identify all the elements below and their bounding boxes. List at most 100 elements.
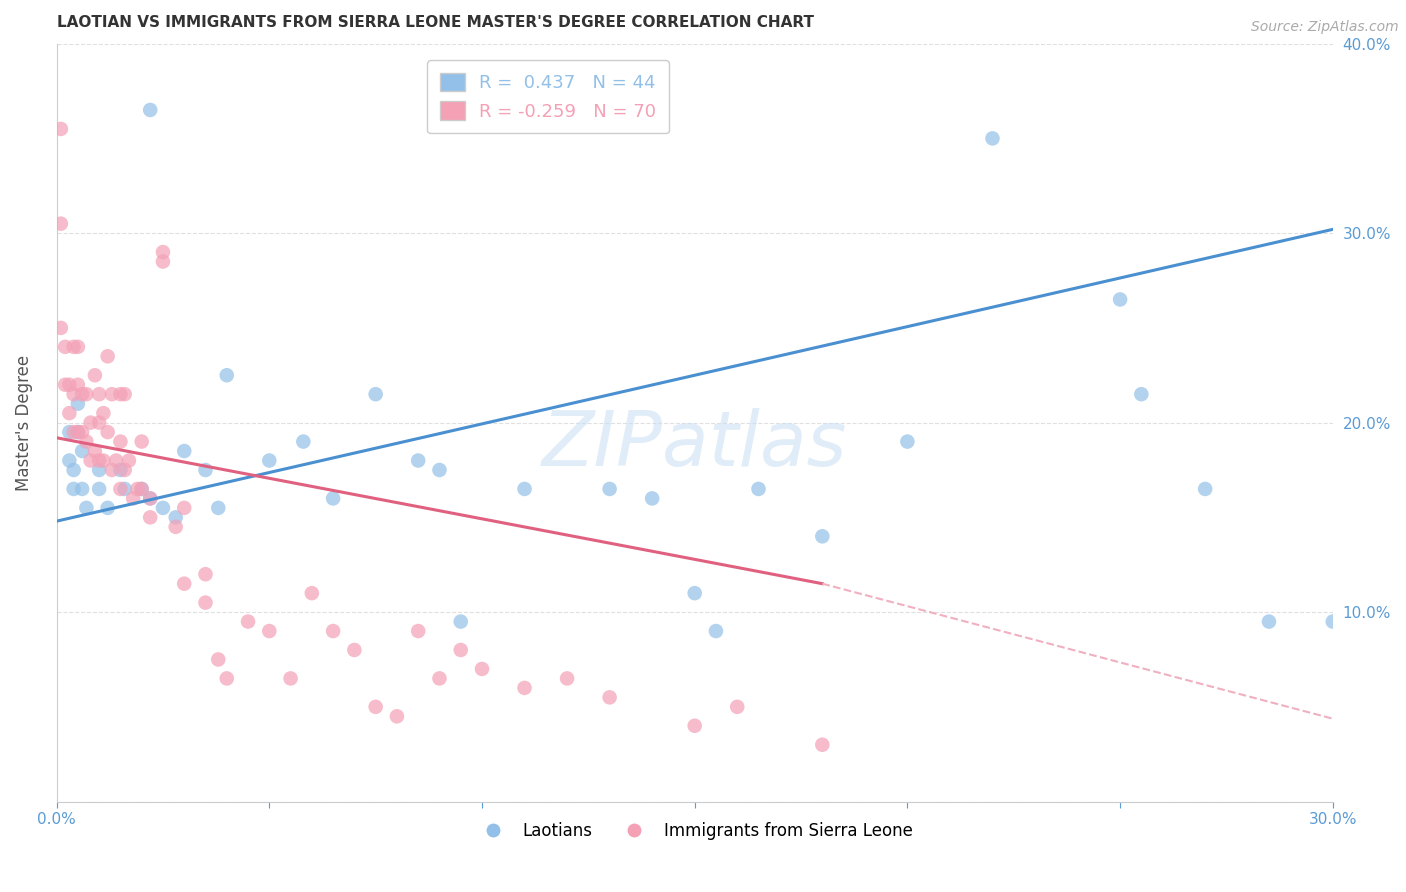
Point	[97, 425, 120, 439]
Point	[747, 482, 769, 496]
Point	[194, 463, 217, 477]
Point	[122, 491, 145, 506]
Point	[58, 453, 80, 467]
Point	[105, 453, 128, 467]
Point	[471, 662, 494, 676]
Point	[1130, 387, 1153, 401]
Point	[599, 690, 621, 705]
Point	[406, 453, 429, 467]
Point	[301, 586, 323, 600]
Point	[429, 672, 451, 686]
Point	[513, 681, 536, 695]
Point	[165, 510, 187, 524]
Point	[127, 482, 149, 496]
Point	[173, 500, 195, 515]
Point	[83, 444, 105, 458]
Point	[58, 425, 80, 439]
Point	[70, 387, 93, 401]
Point	[110, 463, 132, 477]
Point	[811, 738, 834, 752]
Point	[70, 444, 93, 458]
Text: ZIPatlas: ZIPatlas	[541, 409, 848, 483]
Point	[599, 482, 621, 496]
Point	[75, 387, 97, 401]
Point	[450, 615, 472, 629]
Point	[75, 500, 97, 515]
Point	[66, 425, 89, 439]
Point	[725, 699, 748, 714]
Point	[66, 340, 89, 354]
Point	[215, 672, 238, 686]
Point	[364, 699, 387, 714]
Point	[173, 444, 195, 458]
Point	[173, 576, 195, 591]
Point	[66, 377, 89, 392]
Point	[62, 387, 84, 401]
Point	[97, 500, 120, 515]
Point	[641, 491, 664, 506]
Point	[97, 349, 120, 363]
Point	[114, 463, 136, 477]
Point	[406, 624, 429, 638]
Point	[811, 529, 834, 543]
Point	[385, 709, 408, 723]
Point	[89, 387, 111, 401]
Point	[79, 416, 101, 430]
Point	[981, 131, 1004, 145]
Point	[110, 387, 132, 401]
Point	[53, 340, 76, 354]
Point	[139, 103, 162, 117]
Point	[555, 672, 578, 686]
Point	[49, 122, 72, 136]
Point	[62, 340, 84, 354]
Point	[259, 453, 281, 467]
Point	[207, 652, 229, 666]
Point	[53, 377, 76, 392]
Point	[152, 245, 174, 260]
Point	[194, 567, 217, 582]
Point	[194, 596, 217, 610]
Text: Source: ZipAtlas.com: Source: ZipAtlas.com	[1251, 20, 1399, 34]
Point	[152, 254, 174, 268]
Point	[896, 434, 918, 449]
Point	[343, 643, 366, 657]
Point	[49, 217, 72, 231]
Point	[139, 510, 162, 524]
Point	[75, 434, 97, 449]
Point	[704, 624, 727, 638]
Point	[1322, 615, 1344, 629]
Point	[49, 321, 72, 335]
Point	[66, 397, 89, 411]
Text: LAOTIAN VS IMMIGRANTS FROM SIERRA LEONE MASTER'S DEGREE CORRELATION CHART: LAOTIAN VS IMMIGRANTS FROM SIERRA LEONE …	[56, 15, 814, 30]
Point	[114, 482, 136, 496]
Point	[110, 434, 132, 449]
Point	[450, 643, 472, 657]
Point	[93, 453, 115, 467]
Point	[131, 434, 153, 449]
Y-axis label: Master's Degree: Master's Degree	[15, 354, 32, 491]
Point	[70, 425, 93, 439]
Point	[62, 482, 84, 496]
Point	[62, 463, 84, 477]
Point	[131, 482, 153, 496]
Point	[322, 491, 344, 506]
Point	[1194, 482, 1216, 496]
Point	[165, 520, 187, 534]
Point	[513, 482, 536, 496]
Point	[215, 368, 238, 383]
Point	[280, 672, 302, 686]
Point	[322, 624, 344, 638]
Point	[114, 387, 136, 401]
Point	[101, 387, 124, 401]
Point	[152, 500, 174, 515]
Point	[131, 482, 153, 496]
Point	[429, 463, 451, 477]
Legend: Laotians, Immigrants from Sierra Leone: Laotians, Immigrants from Sierra Leone	[470, 815, 920, 847]
Point	[110, 482, 132, 496]
Point	[1109, 293, 1132, 307]
Point	[83, 368, 105, 383]
Point	[89, 453, 111, 467]
Point	[1258, 615, 1281, 629]
Point	[259, 624, 281, 638]
Point	[139, 491, 162, 506]
